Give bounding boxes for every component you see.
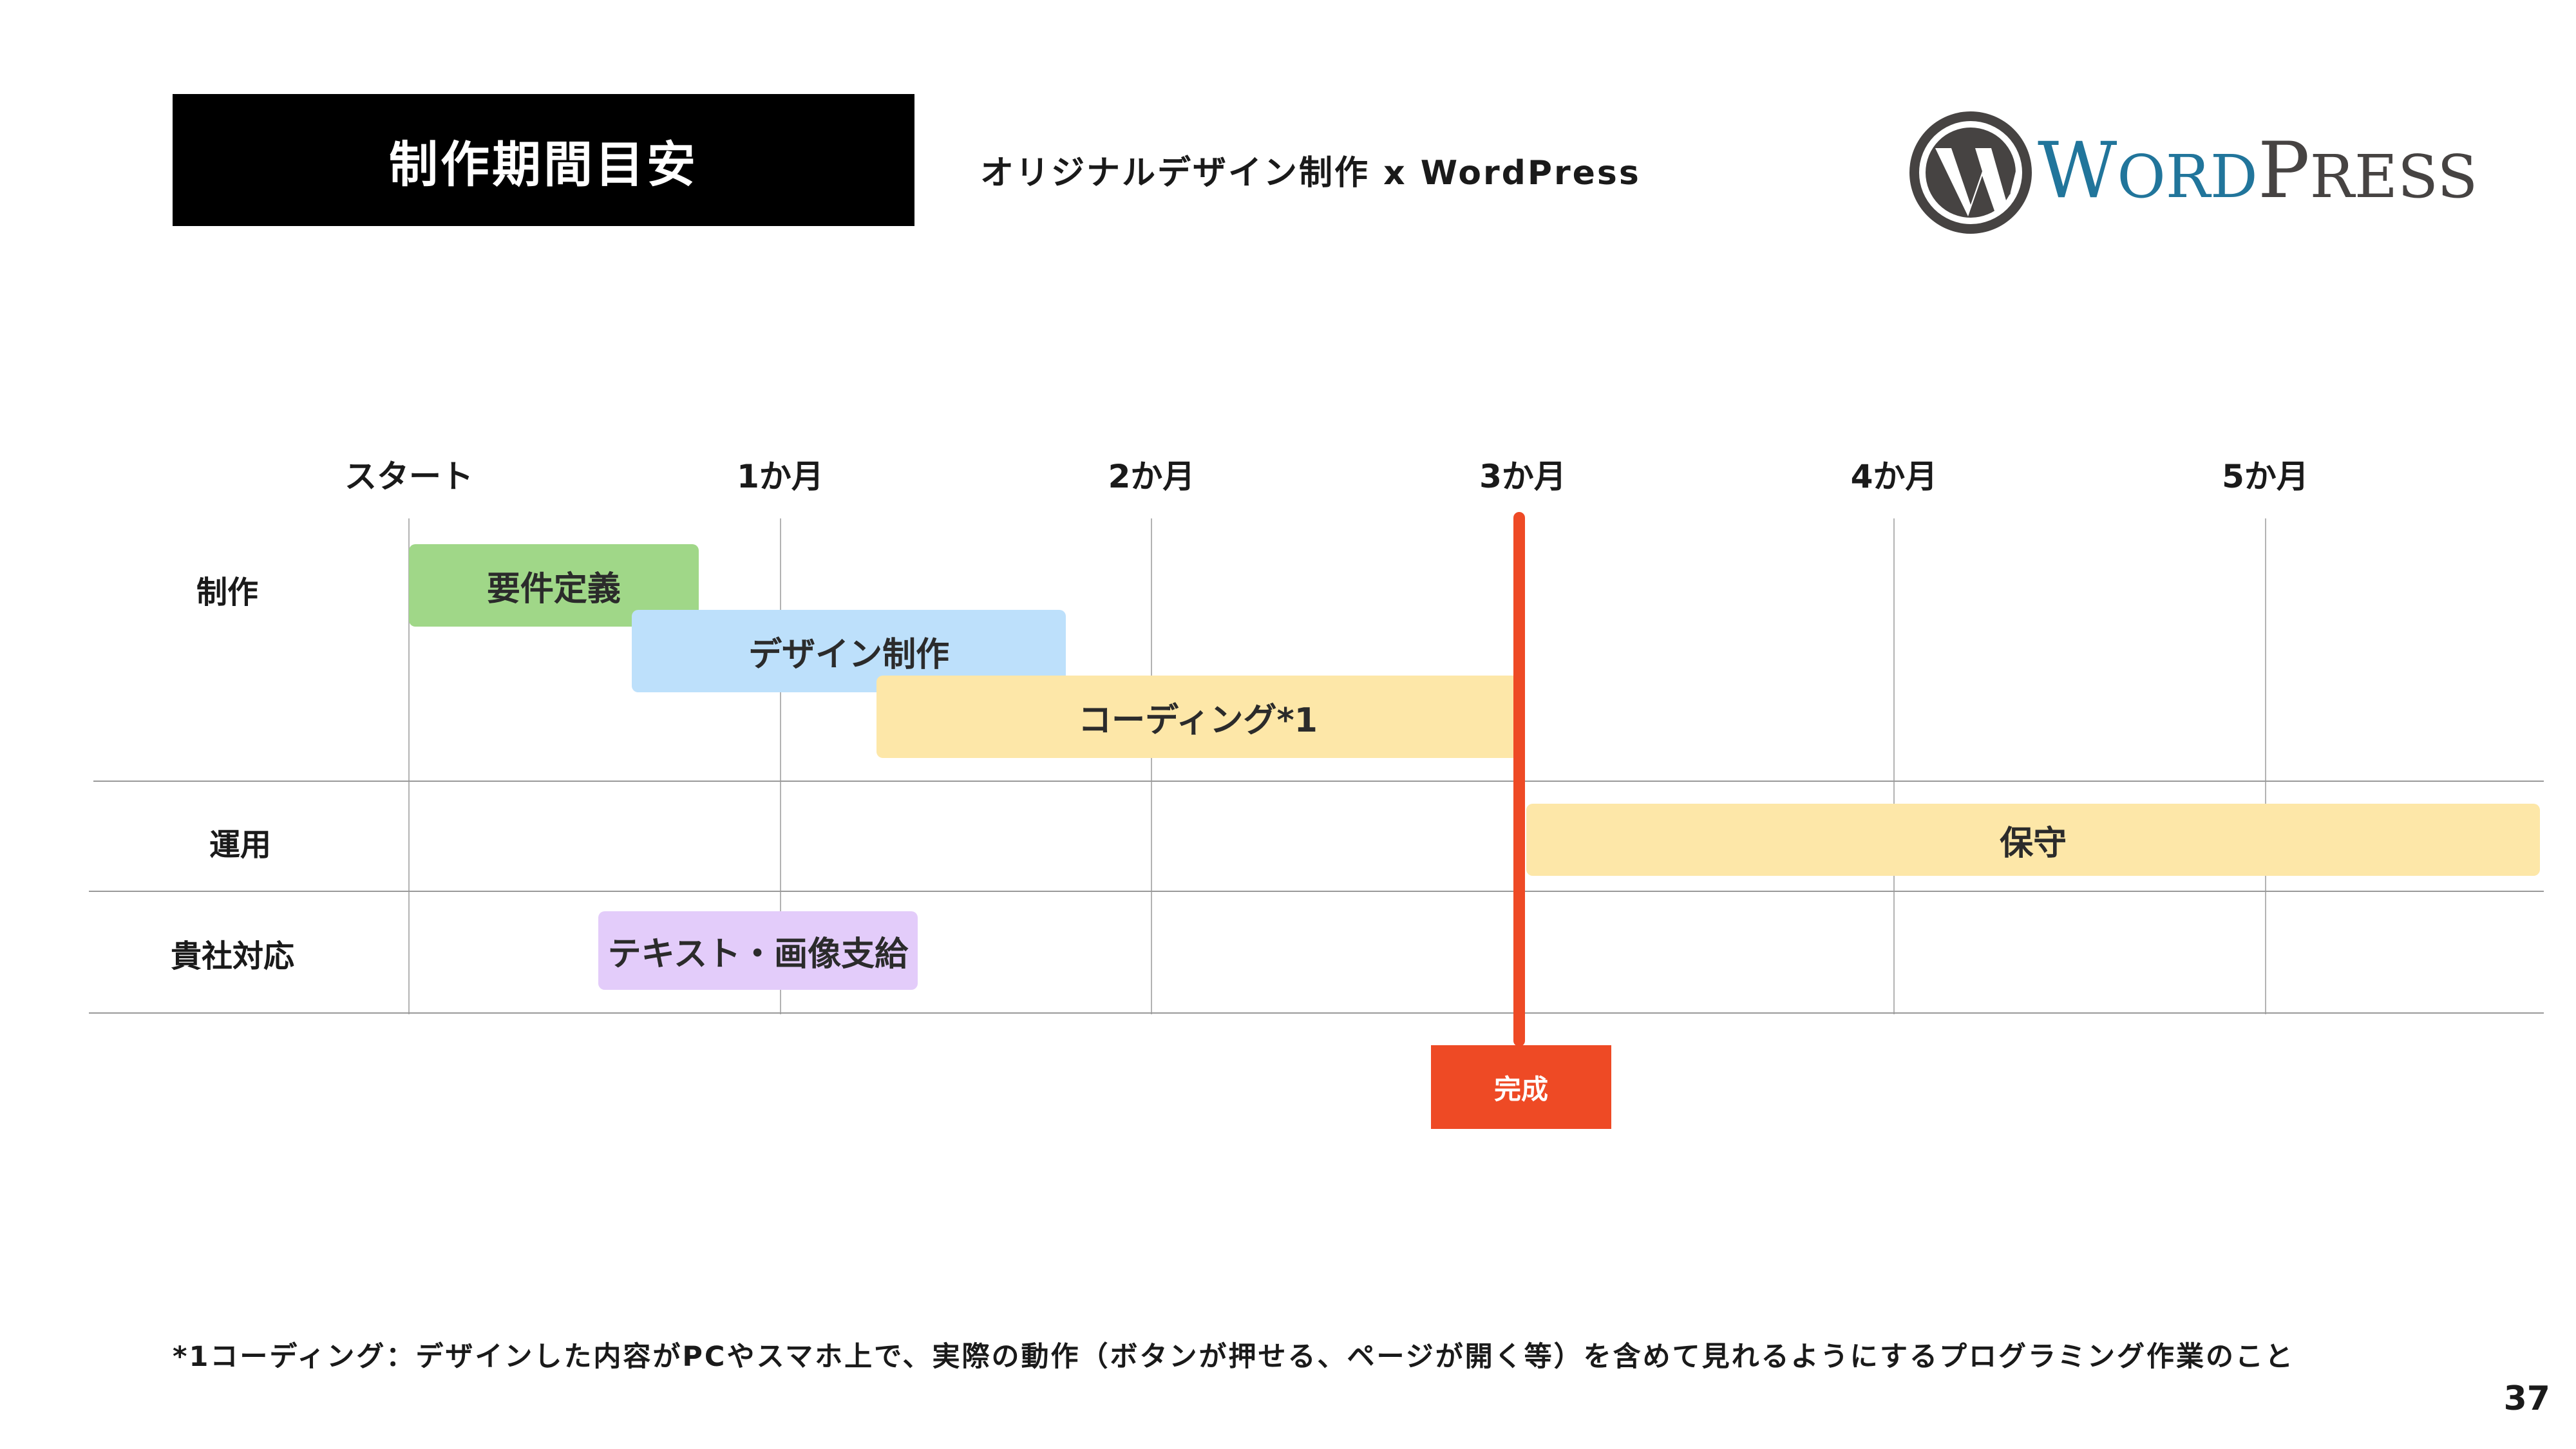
column-label-start: スタート [345, 458, 473, 495]
gridline-month-2 [1151, 518, 1152, 1014]
milestone-line [1513, 512, 1525, 1046]
task-bar-requirements: 要件定義 [409, 544, 699, 627]
task-bar-content-supply: テキスト・画像支給 [598, 911, 918, 990]
task-bar-coding: コーディング*1 [876, 676, 1519, 758]
footnote: *1コーディング：デザインした内容がPCやスマホ上で、実際の動作（ボタンが押せる… [173, 1341, 2295, 1373]
page-number: 37 [2503, 1379, 2550, 1418]
gridline-month-4 [1893, 518, 1895, 1014]
page-title: 制作期間目安 [173, 94, 914, 226]
column-label-month-1: 1か月 [737, 458, 824, 495]
row-label-operation: 運用 [209, 827, 272, 863]
gridline-month-1 [779, 518, 781, 1014]
column-label-month-2: 2か月 [1108, 458, 1195, 495]
wordpress-wordmark: WORDPRESS [2038, 126, 2478, 216]
gridline-start [408, 518, 410, 1014]
column-label-month-3: 3か月 [1479, 458, 1566, 495]
row-divider-1 [93, 781, 2544, 782]
gridline-month-5 [2264, 518, 2266, 1014]
column-label-month-4: 4か月 [1850, 458, 1938, 495]
task-bar-maintenance: 保守 [1526, 804, 2541, 876]
row-divider-2 [89, 891, 2544, 892]
milestone-complete-label: 完成 [1431, 1045, 1611, 1129]
row-label-client: 貴社対応 [171, 938, 295, 974]
row-label-production: 制作 [196, 574, 259, 611]
row-divider-3 [89, 1012, 2544, 1014]
page-subtitle: オリジナルデザイン制作 x WordPress [980, 154, 1641, 193]
column-label-month-5: 5か月 [2222, 458, 2309, 495]
wordpress-logo: WORDPRESS [1906, 108, 2477, 237]
wordpress-icon [1909, 111, 2032, 234]
